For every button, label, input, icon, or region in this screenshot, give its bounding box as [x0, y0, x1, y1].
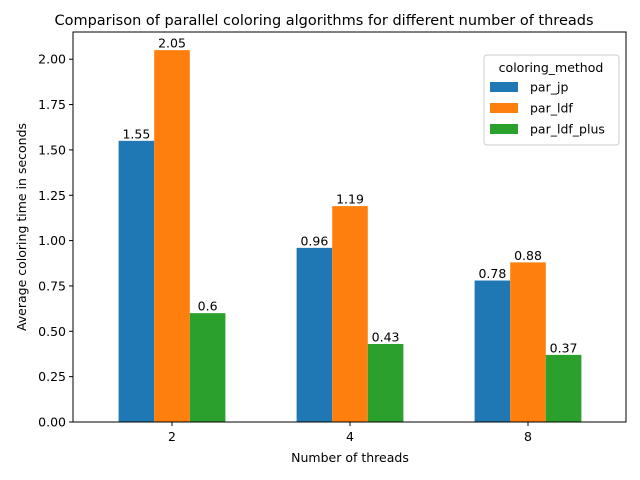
- data-label-par_ldf_plus-2: 0.6: [198, 299, 218, 314]
- legend-label-par_ldf_plus: par_ldf_plus: [530, 122, 605, 137]
- bar-par_ldf_plus-8: [545, 354, 582, 422]
- bar-par_jp-8: [474, 280, 511, 422]
- data-label-group: 1.55 2.05 0.6 0.96 1.19 0.43 0.78 0.88 0.37: [122, 36, 577, 356]
- y-tick-label: 0.25: [38, 369, 66, 384]
- legend: coloring_method par_jp par_ldf par_ldf_plu…: [483, 54, 620, 146]
- y-tick-label: 1.75: [38, 97, 66, 112]
- legend-swatch-par_ldf_plus: [490, 124, 518, 134]
- data-label-par_ldf_plus-4: 0.43: [372, 330, 400, 345]
- x-axis-ticks: 2 4 8: [168, 422, 532, 444]
- y-axis-title: Average coloring time in seconds: [14, 123, 29, 331]
- y-tick-label: 0.75: [38, 278, 66, 293]
- legend-label-par_ldf: par_ldf: [530, 101, 573, 116]
- bar-par_ldf_plus-4: [367, 344, 404, 422]
- bar-par_jp-4: [296, 247, 333, 422]
- chart-title: Comparison of parallel coloring algorith…: [54, 13, 593, 29]
- legend-title: coloring_method: [499, 60, 604, 75]
- bar-series-group: [118, 50, 582, 423]
- y-tick-label: 2.00: [38, 52, 66, 67]
- legend-swatch-par_jp: [490, 82, 518, 92]
- bar-par_ldf-8: [510, 262, 546, 422]
- data-label-par_ldf-4: 1.19: [336, 192, 364, 207]
- data-label-par_ldf-2: 2.05: [158, 36, 186, 51]
- legend-swatch-par_ldf: [490, 103, 518, 113]
- data-label-par_ldf-8: 0.88: [514, 248, 542, 263]
- plot-area-frame: [72, 31, 627, 423]
- y-tick-label: 1.00: [38, 233, 66, 248]
- bar-par_ldf-4: [332, 206, 368, 422]
- data-label-par_jp-4: 0.96: [300, 233, 328, 248]
- x-axis-title: Number of threads: [291, 450, 409, 465]
- data-label-par_jp-8: 0.78: [478, 266, 506, 281]
- y-tick-label: 0.50: [38, 324, 66, 339]
- y-axis-ticks: 0.00 0.25 0.50 0.75 1.00 1.25 1.50 1.75 2.00: [38, 52, 73, 430]
- data-label-par_jp-2: 1.55: [122, 126, 150, 141]
- bar-par_jp-2: [118, 140, 155, 422]
- data-label-par_ldf_plus-8: 0.37: [550, 340, 578, 355]
- legend-label-par_jp: par_jp: [530, 80, 568, 95]
- y-tick-label: 1.50: [38, 142, 66, 157]
- x-tick-label: 2: [168, 429, 176, 444]
- legend-box: [483, 54, 620, 146]
- x-tick-label: 4: [346, 429, 354, 444]
- legend-items: par_jp par_ldf par_ldf_plus: [490, 80, 605, 137]
- x-tick-label: 8: [524, 429, 532, 444]
- y-tick-label: 1.25: [38, 188, 66, 203]
- bar-par_ldf-2: [154, 50, 190, 423]
- y-tick-label: 0.00: [38, 415, 66, 430]
- bar-par_ldf_plus-2: [189, 313, 226, 422]
